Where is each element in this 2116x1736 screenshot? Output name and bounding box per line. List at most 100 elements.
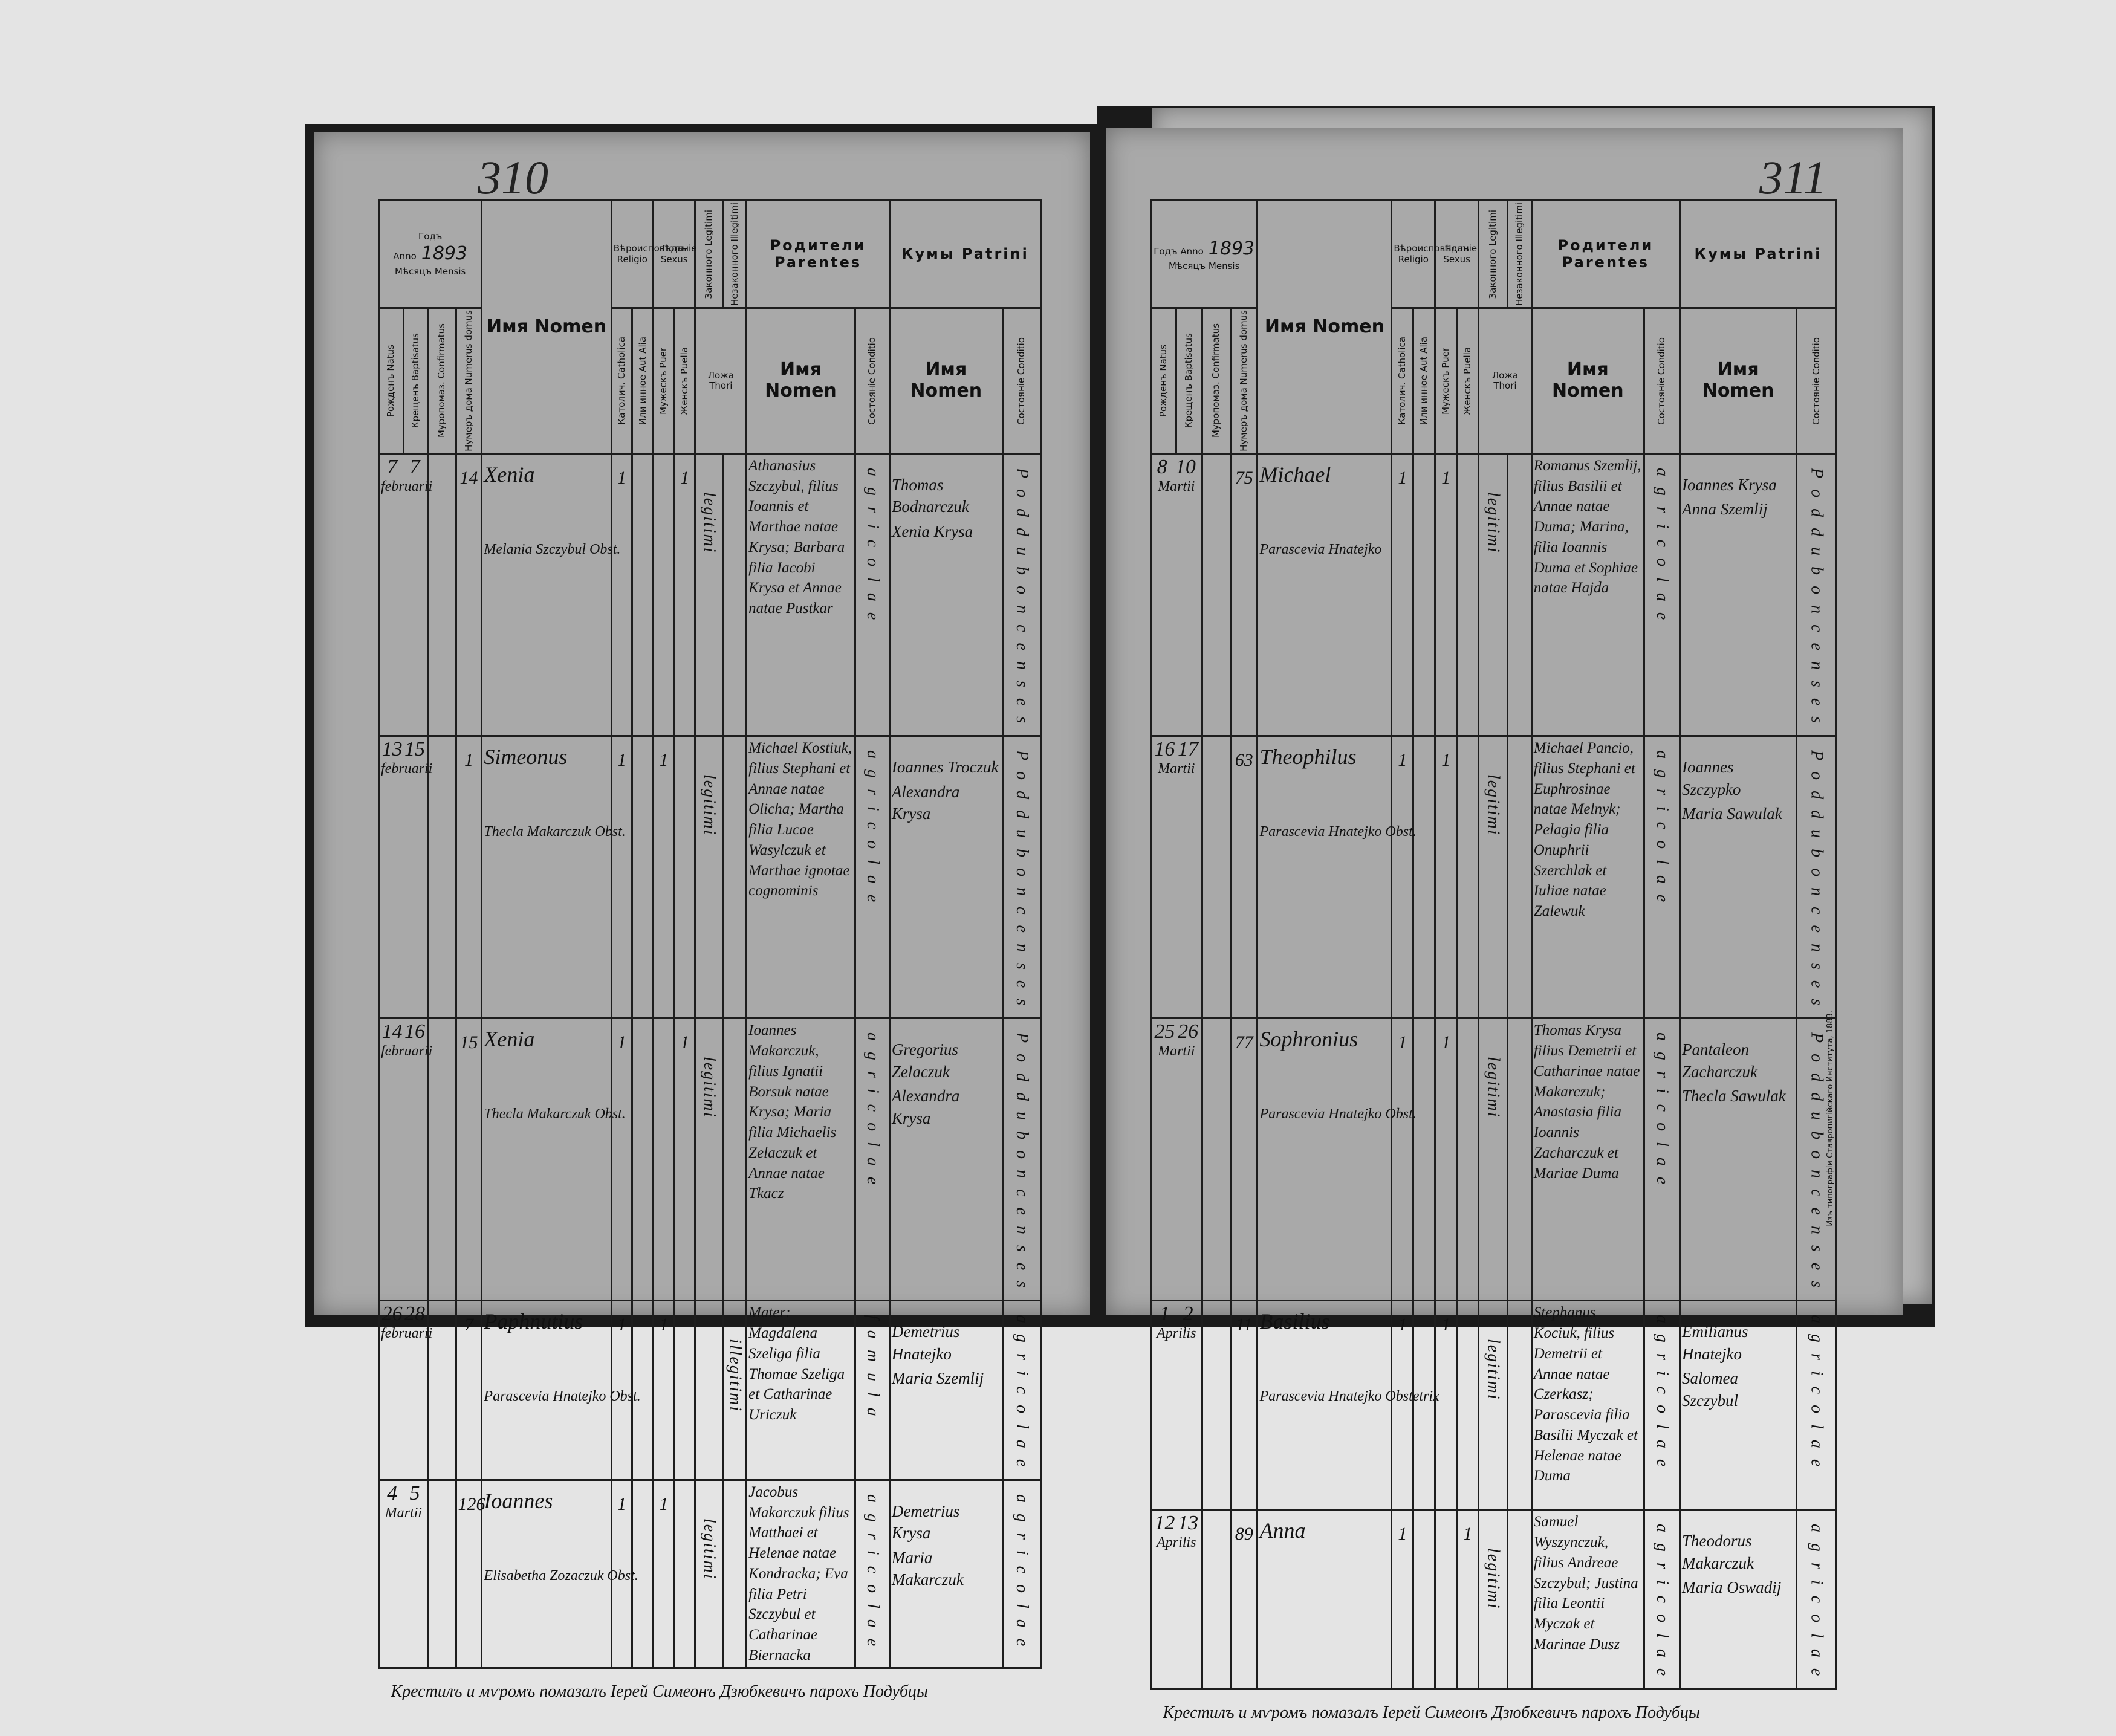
- alia-cell: [631, 1017, 655, 1302]
- puer-cell: [1434, 1509, 1458, 1690]
- header-label: Или инное Aut Alia: [637, 336, 648, 426]
- header-cell: Кумы Patrini: [1678, 199, 1837, 309]
- days: 8 10: [1153, 456, 1200, 479]
- patrinus: Demetrius Krysa: [891, 1501, 960, 1543]
- header-label: Незаконного Illegitimi: [1513, 202, 1525, 306]
- parents-conditio-cell: agricolae: [1643, 1509, 1681, 1690]
- legitimi: legitimi: [1484, 774, 1503, 836]
- header-cell: Нумеръ дома Numerus domus: [455, 307, 483, 455]
- day-born: 8: [1157, 455, 1167, 478]
- catholica-mark: 1: [1398, 1315, 1407, 1335]
- parents-conditio-cell: agricolae: [1643, 735, 1681, 1020]
- header-cell: Муропомаз. Confirmatus: [427, 307, 457, 455]
- catholica-cell: 1: [1391, 735, 1415, 1020]
- header-label: Мужескъ Puer: [1440, 347, 1452, 415]
- header-label: Родители Parentes: [1557, 236, 1654, 271]
- month: Martii: [1158, 761, 1195, 777]
- day-baptized: 17: [1178, 738, 1199, 761]
- header-cell: Имя Nomen: [481, 199, 612, 455]
- house-cell: 77: [1230, 1017, 1259, 1302]
- header-row: Рожденъ Natus Крещенъ Baptisatus Муропомаз…: [378, 307, 1042, 455]
- header-cell: Законного Legitimi: [694, 199, 724, 309]
- parents-cell: Stephanus Kociuk, filius Demetrii et Ann…: [1530, 1300, 1645, 1511]
- parents: Michael Kostiuk, filius Stephani et Anna…: [748, 740, 852, 899]
- day-born: 4: [387, 1482, 398, 1504]
- header-label: Католич. Catholica: [615, 337, 627, 425]
- patrini-conditio-cell: agricolae: [1796, 1509, 1837, 1690]
- child-name: Xenia: [484, 462, 535, 487]
- illegitimi-cell: [1506, 452, 1533, 737]
- name-cell: Anna: [1256, 1509, 1393, 1690]
- entry-row: 7 7 februarii 14 Xenia Melania Szczybul Obst.…: [378, 452, 1042, 737]
- header-label: Годъ Anno 1893: [1153, 237, 1255, 262]
- patrinus: Salomea Szczybul: [1681, 1369, 1738, 1410]
- day-born: 12: [1154, 1512, 1175, 1535]
- patrinus: Ioannes Krysa: [1681, 475, 1777, 494]
- confirmatus-cell: [1201, 735, 1232, 1020]
- house-number: 14: [459, 467, 478, 488]
- parents-conditio: agricolae: [863, 750, 882, 913]
- confirmatus-cell: [427, 735, 457, 1020]
- catholica-cell: 1: [1391, 1300, 1415, 1511]
- parents-cell: Samuel Wyszynczuk, filius Andreae Szczyb…: [1530, 1509, 1645, 1690]
- footer-cell: Крестилъ и мѵромъ помазалъ Іерей Симеонъ…: [378, 1666, 1041, 1715]
- page-number: 310: [478, 151, 548, 204]
- entry-row: 4 5 Martii 126 Ioannes Elisabetha Zozaczuk Ob…: [378, 1479, 1042, 1669]
- legitimi-cell: legitimi: [694, 1479, 724, 1669]
- header-cell: Женскъ Puella: [1456, 307, 1480, 455]
- alia-cell: [1412, 1300, 1436, 1511]
- patrinus: Thomas Bodnarczuk: [891, 475, 969, 516]
- name-cell: Michael Parascevia Hnatejko: [1256, 452, 1393, 737]
- patrinus: Emilianus Hnatejko: [1681, 1323, 1748, 1363]
- house-number: 15: [459, 1032, 478, 1053]
- parents-conditio: agricolae: [1652, 1315, 1672, 1478]
- puella-cell: [673, 1479, 696, 1669]
- parents-conditio: agricolae: [1652, 750, 1672, 913]
- header-cell: Полъ Sexus: [652, 199, 696, 309]
- header-label: Незаконного Illegitimi: [729, 202, 740, 306]
- patrinus: Thecla Sawulak: [1681, 1087, 1786, 1106]
- patrini-conditio-cell: Podduboncenses: [1796, 452, 1837, 737]
- puer-cell: 1: [652, 735, 675, 1020]
- parents: Samuel Wyszynczuk, filius Andreae Szczyb…: [1533, 1514, 1638, 1653]
- days: 12 13: [1153, 1512, 1200, 1535]
- patrini-cell: Ioannes Troczuk Alexandra Krysa: [888, 735, 1004, 1020]
- name-cell: Basilius Parascevia Hnatejko Obstetrix: [1256, 1300, 1439, 1511]
- header-label: Рожденъ Natus: [1158, 344, 1169, 418]
- catholica-cell: 1: [610, 1300, 634, 1481]
- date-cell: 7 7 februarii: [378, 452, 432, 737]
- header-cell: Родители Parentes: [745, 199, 891, 309]
- catholica-cell: 1: [610, 735, 634, 1020]
- header-cell: Законного Legitimi: [1478, 199, 1508, 309]
- header-label: Мѣсяцъ Mensis: [1169, 261, 1240, 272]
- puella-cell: 1: [673, 1017, 696, 1302]
- patrini-conditio-cell: Podduboncenses: [1796, 735, 1837, 1020]
- header-cell: Кумы Patrini: [888, 199, 1042, 309]
- days: 16 17: [1153, 738, 1200, 761]
- header-label: Нумеръ дома Numerus domus: [462, 310, 474, 452]
- catholica-cell: 1: [1391, 452, 1415, 737]
- confirmatus-cell: [427, 452, 457, 737]
- header-cell: Имя Nomen: [888, 307, 1004, 455]
- patrini-conditio-cell: agricolae: [1001, 1479, 1042, 1669]
- header-cell: Имя Nomen: [745, 307, 856, 455]
- puer-cell: 1: [652, 1300, 675, 1481]
- alia-cell: [631, 452, 655, 737]
- catholica-cell: 1: [610, 452, 634, 737]
- catholica-mark: 1: [617, 1494, 627, 1514]
- header-cell: Имя Nomen: [1530, 307, 1645, 455]
- patrini-conditio-cell: Podduboncenses: [1001, 452, 1042, 737]
- header-cell: Или инное Aut Alia: [1412, 307, 1436, 455]
- patrini-cell: Demetrius Krysa Maria Makarczuk: [888, 1479, 1004, 1669]
- parents-conditio-cell: agricolae: [1643, 1017, 1681, 1302]
- entry-row: 8 10 Martii 75 Michael Parascevia Hnatejko 1 1 l…: [1150, 452, 1837, 737]
- patrini-cell: Ioannes Krysa Anna Szemlij: [1678, 452, 1798, 737]
- header-cell: Состояніе Conditio: [854, 307, 891, 455]
- header-label: Крещенъ Baptisatus: [1183, 333, 1195, 429]
- header-label: Полъ Sexus: [1443, 243, 1470, 265]
- header-label: Нумеръ дома Numerus domus: [1238, 310, 1250, 452]
- header-label: Состояніе Conditio: [1810, 337, 1822, 425]
- puer-mark: 1: [659, 1494, 669, 1514]
- name-cell: Xenia Melania Szczybul Obst.: [481, 452, 620, 737]
